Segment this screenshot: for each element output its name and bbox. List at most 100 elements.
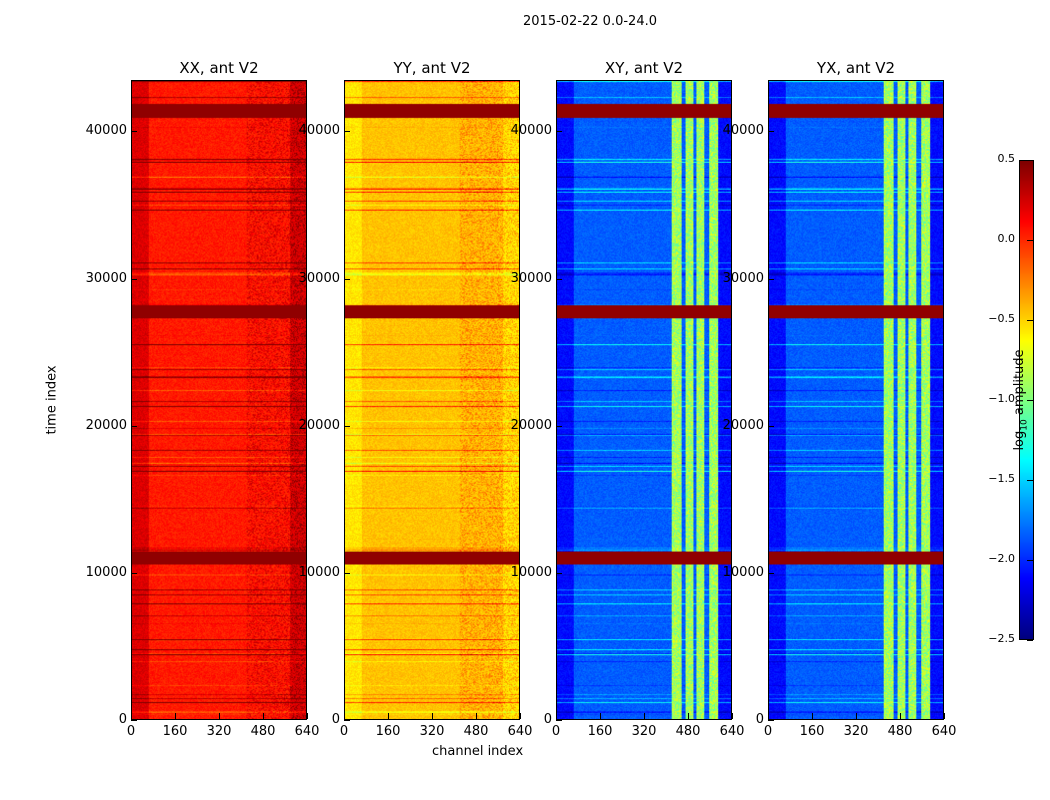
x-tick — [219, 713, 220, 719]
x-tick — [263, 713, 264, 719]
y-tick-label: 40000 — [85, 123, 127, 139]
x-tick — [476, 713, 477, 719]
colorbar-gradient — [1020, 161, 1033, 639]
y-tick — [344, 425, 350, 427]
colorbar-tick-label: −0.5 — [988, 312, 1015, 325]
x-tick-label: 640 — [294, 724, 320, 739]
x-tick-label: 320 — [631, 724, 657, 739]
y-tick-label: 30000 — [510, 270, 552, 286]
y-tick — [768, 720, 774, 721]
colorbar-tick — [1027, 160, 1033, 161]
y-tick — [131, 572, 137, 574]
y-tick-label: 40000 — [722, 123, 764, 139]
x-tick — [856, 713, 857, 719]
x-tick-label: 0 — [763, 724, 773, 739]
y-tick — [768, 572, 774, 574]
x-tick — [644, 713, 645, 719]
colorbar-tick — [1027, 320, 1033, 321]
x-tick-label: 480 — [887, 724, 913, 739]
y-tick-label: 40000 — [298, 123, 340, 139]
x-tick — [388, 713, 389, 719]
x-tick — [768, 713, 769, 719]
heatmap-image — [345, 81, 519, 719]
x-tick — [944, 713, 945, 719]
x-tick — [900, 713, 901, 719]
y-tick-label: 30000 — [85, 270, 127, 286]
x-tick — [732, 713, 733, 719]
x-tick-label: 480 — [463, 724, 489, 739]
y-tick-label: 10000 — [722, 564, 764, 580]
x-tick — [688, 713, 689, 719]
y-tick-label: 20000 — [85, 417, 127, 433]
heatmap-image — [769, 81, 943, 719]
y-tick — [344, 720, 350, 721]
y-tick — [131, 720, 137, 721]
panel-title: YY, ant V2 — [393, 59, 471, 77]
y-tick-label: 0 — [331, 712, 340, 727]
y-tick-label: 10000 — [510, 564, 552, 580]
x-tick-label: 640 — [719, 724, 745, 739]
y-tick-label: 30000 — [298, 270, 340, 286]
colorbar-tick-label: −1.5 — [988, 472, 1015, 485]
heatmap-panel — [556, 80, 732, 720]
y-tick — [344, 278, 350, 280]
y-tick — [556, 572, 562, 574]
y-tick — [131, 425, 137, 427]
y-tick-label: 40000 — [510, 123, 552, 139]
y-tick — [344, 572, 350, 574]
x-tick — [520, 713, 521, 719]
heatmap-image — [132, 81, 306, 719]
y-tick-label: 0 — [118, 712, 127, 727]
y-tick-label: 20000 — [298, 417, 340, 433]
colorbar-tick-label: 0.0 — [997, 232, 1016, 245]
y-tick-label: 20000 — [722, 417, 764, 433]
x-tick — [600, 713, 601, 719]
x-tick-label: 0 — [551, 724, 561, 739]
colorbar-tick — [1027, 640, 1033, 641]
colorbar — [1019, 160, 1034, 640]
x-tick — [812, 713, 813, 719]
colorbar-tick — [1027, 480, 1033, 481]
x-tick-label: 640 — [931, 724, 957, 739]
y-tick — [344, 131, 350, 133]
heatmap-panel — [344, 80, 520, 720]
figure-title: 2015-02-22 0.0-24.0 — [523, 14, 657, 29]
x-tick-label: 160 — [162, 724, 188, 739]
x-tick-label: 480 — [250, 724, 276, 739]
x-tick-label: 160 — [799, 724, 825, 739]
panel-title: XY, ant V2 — [604, 59, 684, 77]
x-tick-label: 160 — [375, 724, 401, 739]
x-tick-label: 320 — [419, 724, 445, 739]
y-tick — [556, 720, 562, 721]
y-tick — [131, 278, 137, 280]
y-tick — [768, 278, 774, 280]
x-axis-label: channel index — [432, 744, 524, 759]
x-tick — [556, 713, 557, 719]
colorbar-tick-label: −2.0 — [988, 552, 1015, 565]
y-axis-label: time index — [44, 365, 60, 435]
x-tick-label: 320 — [206, 724, 232, 739]
heatmap-image — [557, 81, 731, 719]
x-tick — [307, 713, 308, 719]
y-tick-label: 20000 — [510, 417, 552, 433]
colorbar-tick — [1027, 560, 1033, 561]
x-tick-label: 0 — [126, 724, 136, 739]
y-tick-label: 0 — [755, 712, 764, 727]
y-tick — [556, 131, 562, 133]
x-tick — [175, 713, 176, 719]
y-tick-label: 0 — [543, 712, 552, 727]
x-tick-label: 640 — [507, 724, 533, 739]
panel-title: XX, ant V2 — [179, 59, 259, 77]
colorbar-tick-label: −1.0 — [988, 392, 1015, 405]
heatmap-panel — [768, 80, 944, 720]
x-tick — [432, 713, 433, 719]
colorbar-tick-label: 0.5 — [997, 152, 1016, 165]
x-tick-label: 480 — [675, 724, 701, 739]
colorbar-tick — [1027, 240, 1033, 241]
y-tick — [556, 425, 562, 427]
y-tick — [556, 278, 562, 280]
y-tick — [768, 425, 774, 427]
colorbar-tick-label: −2.5 — [988, 632, 1015, 645]
y-tick-label: 10000 — [85, 564, 127, 580]
